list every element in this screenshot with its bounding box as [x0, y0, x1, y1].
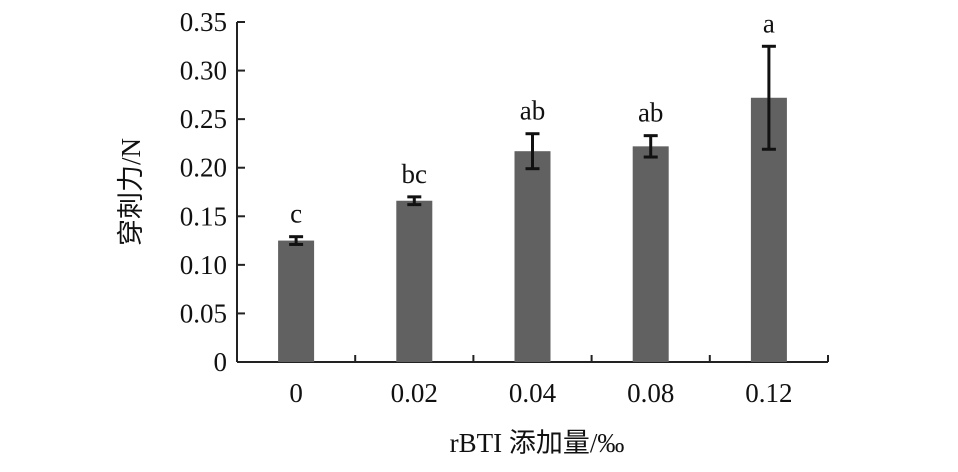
y-tick-label: 0.30: [180, 56, 227, 86]
significance-label: ab: [520, 96, 545, 126]
significance-label: c: [290, 199, 302, 229]
x-tick-label: 0.02: [391, 378, 438, 408]
significance-label: ab: [638, 98, 663, 128]
y-tick-label: 0.25: [180, 104, 227, 134]
y-tick-label: 0.05: [180, 298, 227, 328]
y-axis-title: 穿刺力/N: [116, 138, 146, 246]
y-tick-label: 0: [214, 347, 228, 377]
x-tick-label: 0.12: [745, 378, 792, 408]
y-tick-label: 0.20: [180, 153, 227, 183]
x-tick-label: 0.08: [627, 378, 674, 408]
bar: [278, 240, 315, 362]
bar: [632, 146, 669, 362]
x-tick-label: 0: [289, 378, 303, 408]
significance-label: a: [763, 8, 775, 38]
significance-label: bc: [402, 159, 428, 189]
y-tick-label: 0.35: [180, 7, 227, 37]
y-tick-label: 0.15: [180, 201, 227, 231]
plot-area: 0 0.05 0.10 0.15 0.20 0.25 0.30 0.35 c 0 bc 0.02 ab 0…: [180, 7, 829, 408]
bar: [396, 200, 433, 362]
x-axis-title: rBTI 添加量/‰: [450, 428, 625, 458]
y-tick-label: 0.10: [180, 250, 227, 280]
bar: [514, 151, 551, 362]
x-tick-label: 0.04: [509, 378, 557, 408]
